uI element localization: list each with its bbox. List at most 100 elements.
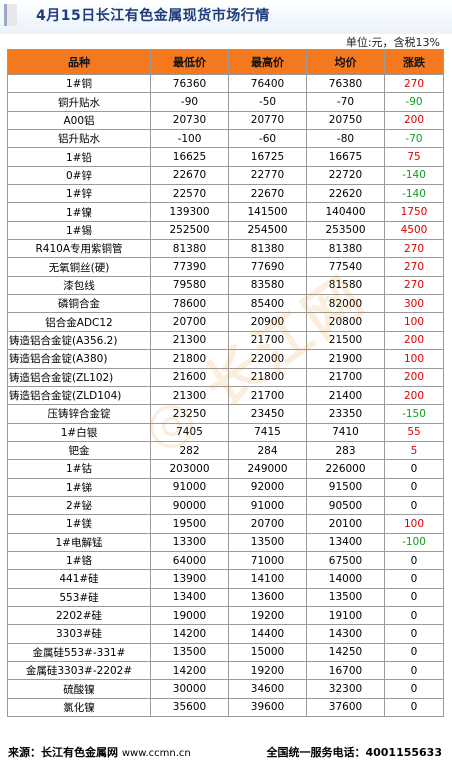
avg-price-cell: -70 <box>306 92 385 112</box>
high-price-cell: 21800 <box>228 367 307 387</box>
avg-price-cell: 20800 <box>306 312 385 332</box>
high-price-cell: 254500 <box>228 220 307 241</box>
avg-price-cell: 82000 <box>306 294 385 314</box>
name-cell: 1#电解锰 <box>7 532 151 552</box>
avg-price-cell: 20100 <box>306 514 385 534</box>
low-price-cell: 13900 <box>150 569 229 589</box>
change-cell: 200 <box>384 385 444 406</box>
name-cell: 无氧铜丝(硬) <box>7 257 151 277</box>
high-price-cell: 71000 <box>228 550 307 571</box>
name-cell: 氯化镍 <box>7 697 151 718</box>
table-row: 2#铋 90000 91000 90500 0 <box>7 495 444 516</box>
name-cell: 3303#硅 <box>7 624 151 644</box>
avg-price-cell: 21700 <box>306 367 385 387</box>
table-row: 硫酸镍 30000 34600 32300 0 <box>7 679 444 699</box>
high-price-cell: 81380 <box>228 239 307 259</box>
change-cell: 1750 <box>384 202 444 222</box>
change-cell: 0 <box>384 660 444 681</box>
change-cell: 200 <box>384 367 444 387</box>
high-price-cell: 21700 <box>228 385 307 406</box>
name-cell: 2#铋 <box>7 495 151 516</box>
avg-price-cell: 21400 <box>306 385 385 406</box>
avg-price-cell: 19100 <box>306 605 385 626</box>
avg-price-cell: 23350 <box>306 404 385 424</box>
table-row: 铸造铝合金锭(A356.2) 21300 21700 21500 200 <box>7 330 444 351</box>
low-price-cell: 79580 <box>150 275 229 296</box>
high-price-cell: 22000 <box>228 349 307 369</box>
high-price-cell: 20770 <box>228 110 307 131</box>
table-row: 441#硅 13900 14100 14000 0 <box>7 569 444 589</box>
high-price-cell: -50 <box>228 92 307 112</box>
avg-price-cell: 253500 <box>306 220 385 241</box>
change-cell: 0 <box>384 477 444 497</box>
name-cell: 0#锌 <box>7 165 151 186</box>
low-price-cell: 30000 <box>150 679 229 699</box>
table-row: 漆包线 79580 83580 81580 270 <box>7 275 444 296</box>
change-cell: 100 <box>384 349 444 369</box>
low-price-cell: 21600 <box>150 367 229 387</box>
header-change: 涨跌 <box>384 49 444 75</box>
change-cell: -100 <box>384 532 444 552</box>
change-cell: 270 <box>384 73 444 94</box>
table-row: 钯金 282 284 283 5 <box>7 440 444 461</box>
change-cell: 0 <box>384 569 444 589</box>
avg-price-cell: 81380 <box>306 239 385 259</box>
table-row: 氯化镍 35600 39600 37600 0 <box>7 697 444 718</box>
change-cell: 0 <box>384 587 444 607</box>
change-cell: 4500 <box>384 220 444 241</box>
name-cell: 553#硅 <box>7 587 151 607</box>
table-row: 铜升贴水 -90 -50 -70 -90 <box>7 92 444 112</box>
low-price-cell: 81380 <box>150 239 229 259</box>
avg-price-cell: 32300 <box>306 679 385 699</box>
avg-price-cell: 14000 <box>306 569 385 589</box>
high-price-cell: 34600 <box>228 679 307 699</box>
low-price-cell: 22670 <box>150 165 229 186</box>
name-cell: 硫酸镍 <box>7 679 151 699</box>
change-cell: -70 <box>384 129 444 149</box>
avg-price-cell: 37600 <box>306 697 385 718</box>
high-price-cell: 92000 <box>228 477 307 497</box>
name-cell: 压铸锌合金锭 <box>7 404 151 424</box>
avg-price-cell: 13400 <box>306 532 385 552</box>
low-price-cell: 23250 <box>150 404 229 424</box>
low-price-cell: 7405 <box>150 422 229 442</box>
title-decoration <box>4 4 17 26</box>
table-row: 1#电解锰 13300 13500 13400 -100 <box>7 532 444 552</box>
footer-source-text: 来源：长江有色金属网 <box>8 746 118 759</box>
high-price-cell: 141500 <box>228 202 307 222</box>
header-name: 品种 <box>7 49 151 75</box>
table-row: 铝升贴水 -100 -60 -80 -70 <box>7 129 444 149</box>
low-price-cell: 252500 <box>150 220 229 241</box>
name-cell: 铸造铝合金锭(A380) <box>7 349 151 369</box>
high-price-cell: 20900 <box>228 312 307 332</box>
table-row: A00铝 20730 20770 20750 200 <box>7 110 444 131</box>
table-row: 铸造铝合金锭(A380) 21800 22000 21900 100 <box>7 349 444 369</box>
header-low: 最低价 <box>150 49 229 75</box>
change-cell: 300 <box>384 294 444 314</box>
name-cell: A00铝 <box>7 110 151 131</box>
change-cell: 0 <box>384 495 444 516</box>
high-price-cell: 19200 <box>228 660 307 681</box>
name-cell: 1#铅 <box>7 147 151 167</box>
low-price-cell: 20700 <box>150 312 229 332</box>
avg-price-cell: 16700 <box>306 660 385 681</box>
low-price-cell: 13300 <box>150 532 229 552</box>
avg-price-cell: 7410 <box>306 422 385 442</box>
name-cell: 1#锡 <box>7 220 151 241</box>
avg-price-cell: 20750 <box>306 110 385 131</box>
table-row: R410A专用紫铜管 81380 81380 81380 270 <box>7 239 444 259</box>
high-price-cell: -60 <box>228 129 307 149</box>
table-row: 3303#硅 14200 14400 14300 0 <box>7 624 444 644</box>
low-price-cell: 35600 <box>150 697 229 718</box>
low-price-cell: 21300 <box>150 385 229 406</box>
low-price-cell: 14200 <box>150 660 229 681</box>
avg-price-cell: 22620 <box>306 184 385 204</box>
change-cell: 0 <box>384 642 444 663</box>
unit-note: 单位:元，含税13% <box>345 36 440 49</box>
high-price-cell: 39600 <box>228 697 307 718</box>
high-price-cell: 284 <box>228 440 307 461</box>
name-cell: 2202#硅 <box>7 605 151 626</box>
avg-price-cell: 14250 <box>306 642 385 663</box>
table-row: 1#铅 16625 16725 16675 75 <box>7 147 444 167</box>
high-price-cell: 13600 <box>228 587 307 607</box>
